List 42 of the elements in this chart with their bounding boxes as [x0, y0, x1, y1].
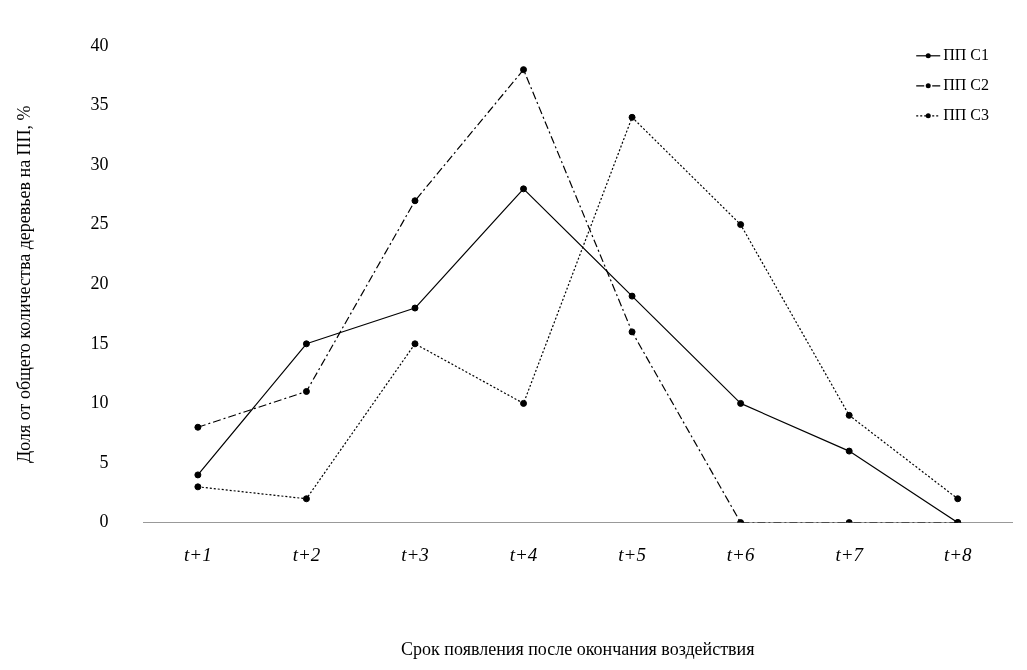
point	[628, 113, 636, 121]
point	[520, 399, 528, 407]
point	[520, 185, 528, 193]
x-tick-label: t+2	[292, 544, 321, 565]
point	[954, 495, 962, 503]
legend-label: ПП С1	[943, 46, 989, 63]
point	[302, 495, 310, 503]
point	[845, 447, 853, 455]
x-tick-label: t+4	[509, 544, 538, 565]
point	[194, 471, 202, 479]
point	[520, 66, 528, 74]
y-tick-label: 15	[90, 332, 109, 353]
point	[302, 387, 310, 395]
y-tick-label: 10	[90, 392, 109, 413]
point	[411, 197, 419, 205]
y-tick-label: 5	[99, 451, 109, 472]
point	[628, 292, 636, 300]
point	[194, 483, 202, 491]
x-tick-label: t+8	[943, 544, 973, 565]
y-tick-label: 35	[90, 94, 109, 115]
y-tick-label: 30	[90, 153, 109, 174]
point	[302, 340, 310, 348]
x-axis-title: Срок появления после окончания воздействия	[401, 638, 755, 659]
x-tick-label: t+1	[184, 544, 212, 565]
x-tick-label: t+3	[401, 544, 429, 565]
x-tick-label: t+5	[618, 544, 646, 565]
point	[737, 399, 745, 407]
x-tick-label: t+6	[726, 544, 755, 565]
y-tick-label: 20	[90, 272, 109, 293]
legend-label: ПП С2	[943, 76, 989, 93]
point	[845, 411, 853, 419]
x-tick-label: t+7	[835, 544, 865, 565]
point	[411, 304, 419, 312]
point	[411, 340, 419, 348]
y-axis-title: Доля от общего количества деревьев на ПП, %	[13, 105, 34, 464]
point	[194, 423, 202, 431]
y-tick-label: 40	[90, 34, 109, 55]
point	[737, 221, 745, 229]
point	[628, 328, 636, 336]
y-tick-label: 25	[90, 213, 109, 234]
y-tick-label: 0	[99, 511, 109, 532]
legend-label: ПП С3	[943, 106, 989, 123]
